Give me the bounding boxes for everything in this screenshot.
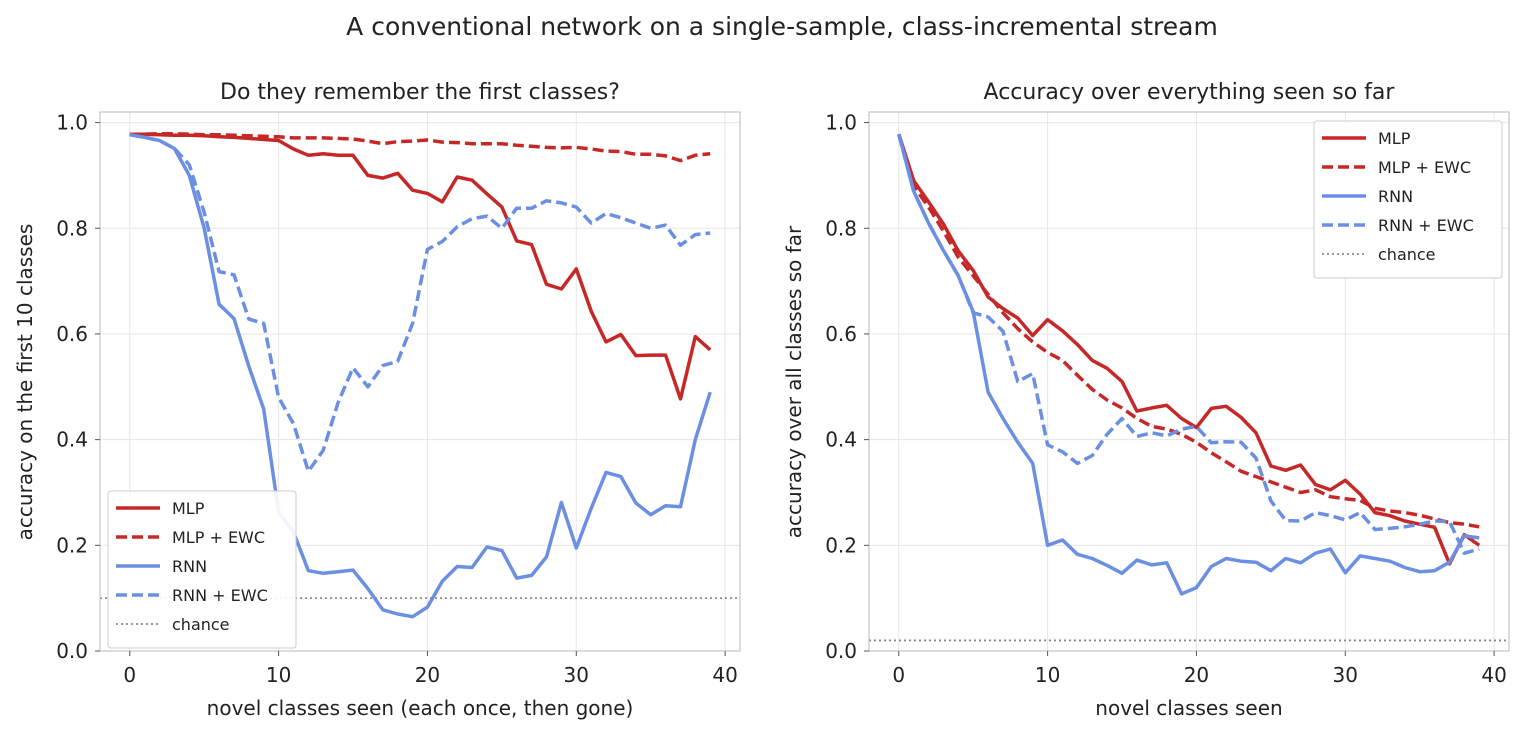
left-legend-label-rnn: RNN <box>172 557 207 576</box>
right-legend-label-mlp: MLP <box>1378 129 1411 148</box>
left-x-tick-label: 10 <box>266 663 291 687</box>
right-panel: Accuracy over everything seen so far nov… <box>782 80 1510 720</box>
right-legend: MLP MLP + EWC RNN RNN + EWC chance <box>1313 120 1503 279</box>
right-y-tick-label: 0.4 <box>825 428 857 452</box>
right-x-tick-label: 0 <box>892 663 905 687</box>
left-panel-title: Do they remember the first classes? <box>220 80 620 105</box>
left-y-axis-label: accuracy on the first 10 classes <box>13 224 37 541</box>
left-series-rnn-line <box>129 132 712 619</box>
left-y-tick-label: 1.0 <box>56 111 88 135</box>
right-series-rnn-ewc-line <box>897 133 1480 555</box>
left-x-tick-label: 20 <box>415 663 440 687</box>
left-series-mlp-ewc-line <box>129 131 711 163</box>
right-y-tick-label: 0.2 <box>825 533 857 557</box>
right-legend-label-chance: chance <box>1378 245 1436 264</box>
right-y-tick-label: 0.8 <box>825 216 857 240</box>
right-legend-label-rnn-ewc: RNN + EWC <box>1378 216 1474 235</box>
left-y-tick-label: 0.8 <box>56 216 88 240</box>
left-y-tick-label: 0.0 <box>56 639 88 663</box>
left-x-axis-label: novel classes seen (each once, then gone… <box>207 696 634 720</box>
left-x-tick-label: 40 <box>712 663 737 687</box>
left-y-tick-label: 0.6 <box>56 322 88 346</box>
left-legend: MLP MLP + EWC RNN RNN + EWC chance <box>107 490 297 649</box>
left-legend-label-mlp-ewc: MLP + EWC <box>172 528 265 547</box>
left-x-tick-label: 30 <box>564 663 589 687</box>
left-y-tick-label: 0.2 <box>56 533 88 557</box>
left-legend-box <box>107 490 297 649</box>
right-x-tick-label: 10 <box>1035 663 1060 687</box>
left-x-tick-label: 0 <box>123 663 136 687</box>
right-plot-frame <box>868 111 1510 652</box>
left-series-rnn-ewc-line <box>129 132 711 474</box>
figure-title: A conventional network on a single-sampl… <box>346 12 1218 41</box>
left-plot-frame <box>99 111 741 652</box>
left-legend-label-rnn-ewc: RNN + EWC <box>172 586 268 605</box>
left-legend-label-chance: chance <box>172 615 230 634</box>
right-x-tick-label: 20 <box>1184 663 1209 687</box>
right-x-tick-label: 30 <box>1333 663 1358 687</box>
right-y-tick-label: 1.0 <box>825 111 857 135</box>
right-legend-label-mlp-ewc: MLP + EWC <box>1378 158 1471 177</box>
left-y-tick-label: 0.4 <box>56 428 88 452</box>
left-series-mlp-line <box>129 132 712 401</box>
right-y-tick-label: 0.6 <box>825 322 857 346</box>
right-y-axis-label: accuracy over all classes so far <box>782 225 806 538</box>
left-legend-label-mlp: MLP <box>172 499 205 518</box>
left-panel: Do they remember the first classes? nove… <box>13 80 741 720</box>
right-x-tick-label: 40 <box>1481 663 1506 687</box>
right-legend-label-rnn: RNN <box>1378 187 1413 206</box>
right-series-rnn-line <box>897 133 1480 596</box>
right-y-tick-label: 0.0 <box>825 639 857 663</box>
right-x-axis-label: novel classes seen <box>1095 696 1282 720</box>
right-panel-title: Accuracy over everything seen so far <box>984 80 1396 105</box>
right-series-mlp-ewc-line <box>897 133 1480 529</box>
right-legend-box <box>1313 120 1503 279</box>
